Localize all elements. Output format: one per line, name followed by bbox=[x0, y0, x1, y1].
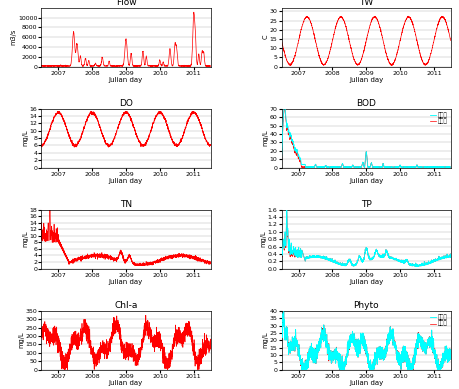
X-axis label: Julian day: Julian day bbox=[348, 279, 382, 285]
Y-axis label: mg/L: mg/L bbox=[22, 231, 28, 247]
Title: Flow: Flow bbox=[115, 0, 136, 7]
Title: TN: TN bbox=[120, 200, 132, 209]
X-axis label: Julian day: Julian day bbox=[348, 178, 382, 184]
Title: DO: DO bbox=[119, 99, 133, 108]
Y-axis label: C: C bbox=[262, 35, 268, 39]
Legend: 수정전, 수정후: 수정전, 수정후 bbox=[429, 314, 447, 327]
Title: TW: TW bbox=[358, 0, 373, 7]
X-axis label: Julian day: Julian day bbox=[348, 380, 382, 386]
Y-axis label: mg/L: mg/L bbox=[262, 130, 268, 147]
X-axis label: Julian day: Julian day bbox=[348, 77, 382, 83]
Title: BOD: BOD bbox=[356, 99, 375, 108]
Y-axis label: m3/s: m3/s bbox=[11, 29, 17, 46]
Y-axis label: mg/L: mg/L bbox=[260, 231, 266, 247]
Title: Phyto: Phyto bbox=[353, 301, 378, 310]
X-axis label: Julian day: Julian day bbox=[109, 279, 143, 285]
Title: TP: TP bbox=[360, 200, 371, 209]
Y-axis label: mg/L: mg/L bbox=[18, 332, 24, 349]
Y-axis label: mg/L: mg/L bbox=[262, 332, 268, 349]
X-axis label: Julian day: Julian day bbox=[109, 77, 143, 83]
X-axis label: Julian day: Julian day bbox=[109, 178, 143, 184]
Title: Chl-a: Chl-a bbox=[114, 301, 137, 310]
Y-axis label: mg/L: mg/L bbox=[22, 130, 28, 147]
Legend: 수정전, 수정후: 수정전, 수정후 bbox=[429, 112, 447, 125]
X-axis label: Julian day: Julian day bbox=[109, 380, 143, 386]
